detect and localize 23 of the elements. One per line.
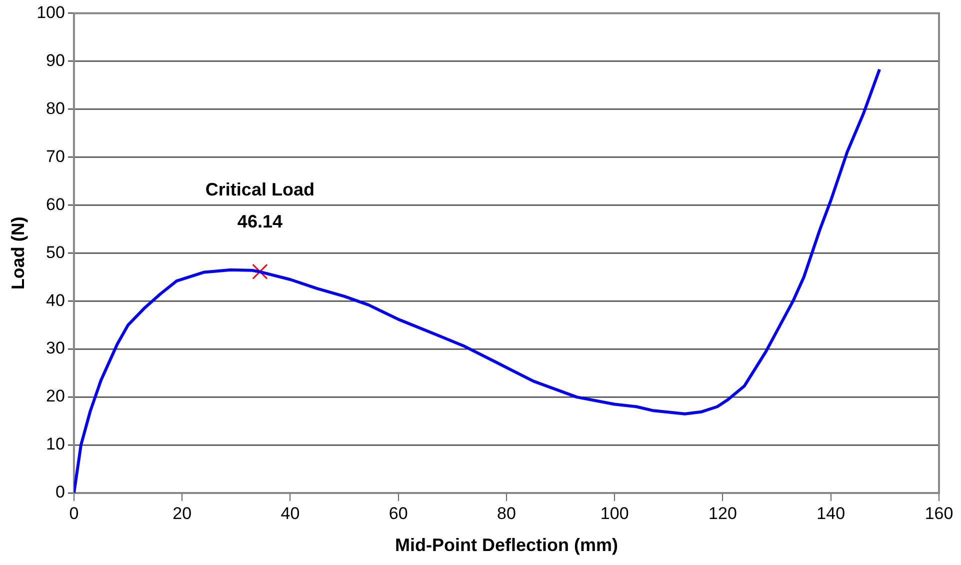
x-axis-title: Mid-Point Deflection (mm) bbox=[394, 535, 618, 556]
x-tick-label: 120 bbox=[708, 504, 737, 523]
y-tick-label: 100 bbox=[36, 2, 65, 22]
y-tick-label: 50 bbox=[46, 242, 65, 262]
x-tick-label: 40 bbox=[280, 504, 300, 523]
x-tick-label: 160 bbox=[924, 504, 954, 523]
y-tick-label: 60 bbox=[46, 194, 65, 214]
y-tick-label: 90 bbox=[46, 50, 65, 70]
y-tick-label: 40 bbox=[46, 290, 65, 310]
y-tick-label: 0 bbox=[55, 482, 65, 502]
y-tick-label: 20 bbox=[46, 386, 65, 406]
x-tick-label: 20 bbox=[172, 504, 192, 523]
y-tick-label: 30 bbox=[46, 338, 65, 358]
x-tick-label: 60 bbox=[388, 504, 408, 523]
x-tick-label: 80 bbox=[497, 504, 516, 523]
y-tick-label: 70 bbox=[46, 146, 65, 166]
y-tick-label: 10 bbox=[46, 434, 65, 454]
x-tick-label: 0 bbox=[69, 504, 79, 523]
annotation: Critical Load 46.14 bbox=[205, 180, 314, 232]
x-tick-label: 140 bbox=[816, 504, 846, 523]
y-axis-title: Load (N) bbox=[8, 216, 28, 290]
y-tick-label: 80 bbox=[46, 98, 65, 118]
x-tick-label: 100 bbox=[600, 504, 629, 523]
